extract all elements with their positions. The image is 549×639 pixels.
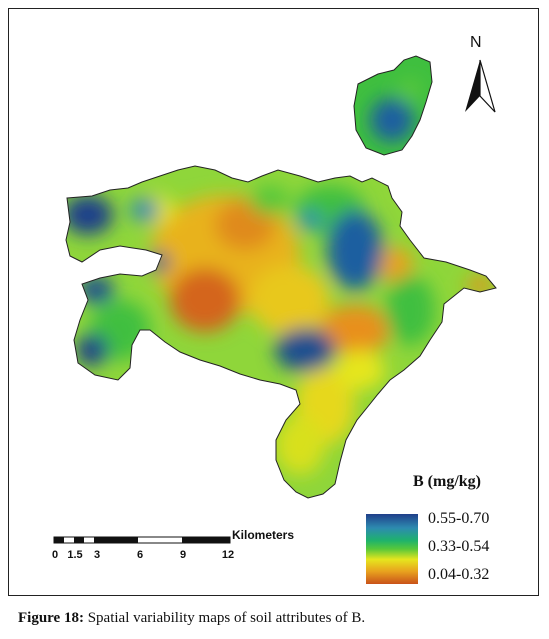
legend-title: B (mg/kg) — [413, 473, 481, 490]
scale-tick: 6 — [136, 549, 144, 561]
legend-label-mid: 0.33-0.54 — [428, 538, 490, 555]
scale-unit-label: Kilometers — [232, 528, 295, 542]
scale-tick: 12 — [221, 549, 235, 561]
scale-tick: 0 — [51, 549, 59, 561]
boron-surface-main — [66, 166, 496, 498]
region-boundary-island — [353, 55, 433, 156]
north-arrow-icon — [465, 59, 496, 113]
caption-label: Figure 18: — [18, 610, 84, 626]
legend-ramp — [366, 514, 418, 584]
scale-tick: 1.5 — [67, 549, 83, 561]
legend-label-low: 0.04-0.32 — [428, 566, 490, 583]
figure-frame — [8, 8, 539, 596]
region-boundary-main — [65, 165, 497, 499]
caption-text: Spatial variability maps of soil attribu… — [83, 610, 366, 626]
scale-bar — [53, 536, 231, 544]
scale-tick: 3 — [93, 549, 101, 561]
legend-label-high: 0.55-0.70 — [428, 510, 490, 527]
figure-caption: Figure 18: Spatial variability maps of s… — [18, 610, 365, 627]
north-label: N — [470, 34, 482, 51]
scale-tick: 9 — [179, 549, 187, 561]
